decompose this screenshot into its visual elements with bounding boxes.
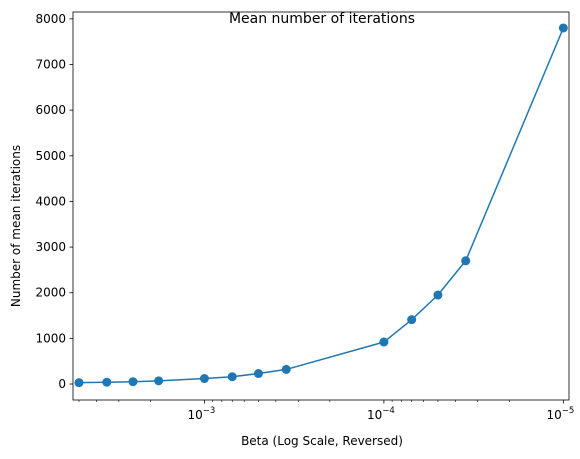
y-tick-label: 2000 (35, 286, 66, 300)
x-tick-base: 10 (188, 408, 203, 422)
y-tick-label: 3000 (35, 240, 66, 254)
data-point (102, 377, 112, 387)
plot-frame (72, 11, 570, 401)
y-tick-label: 6000 (35, 103, 66, 117)
data-point (227, 372, 237, 382)
y-axis-ticks: 0 1000 2000 3000 4000 5000 6000 7000 8000 (35, 12, 73, 391)
data-point (253, 369, 263, 379)
y-tick-label: 5000 (35, 149, 66, 163)
data-point (281, 364, 291, 374)
y-axis-label: Number of mean iterations (9, 145, 23, 307)
y-tick-label: 7000 (35, 57, 66, 71)
data-point (379, 337, 389, 347)
data-point (461, 256, 471, 266)
y-tick-label: 8000 (35, 12, 66, 26)
x-tick-exponent: −3 (203, 406, 216, 416)
x-tick-label: 10−4 (367, 406, 395, 422)
x-tick-base: 10 (546, 408, 561, 422)
x-tick-label: 10−3 (188, 406, 216, 422)
y-tick-label: 0 (58, 377, 66, 391)
y-tick-label: 4000 (35, 194, 66, 208)
y-tick-label: 1000 (35, 331, 66, 345)
series-line (78, 27, 565, 384)
chart-title: Mean number of iterations (229, 11, 415, 27)
data-point (558, 23, 568, 33)
x-tick-label: 10−5 (546, 406, 574, 422)
x-axis-ticks: 10−3 10−4 10−5 (188, 400, 574, 422)
data-point (74, 378, 84, 388)
x-tick-exponent: −5 (562, 406, 575, 416)
data-point (407, 315, 417, 325)
data-point (154, 376, 164, 386)
x-axis-label: Beta (Log Scale, Reversed) (241, 434, 403, 448)
data-point (433, 290, 443, 300)
data-point (199, 374, 209, 384)
plot-area (74, 23, 568, 388)
x-tick-exponent: −4 (382, 406, 395, 416)
x-tick-base: 10 (367, 408, 382, 422)
data-point (128, 377, 138, 387)
